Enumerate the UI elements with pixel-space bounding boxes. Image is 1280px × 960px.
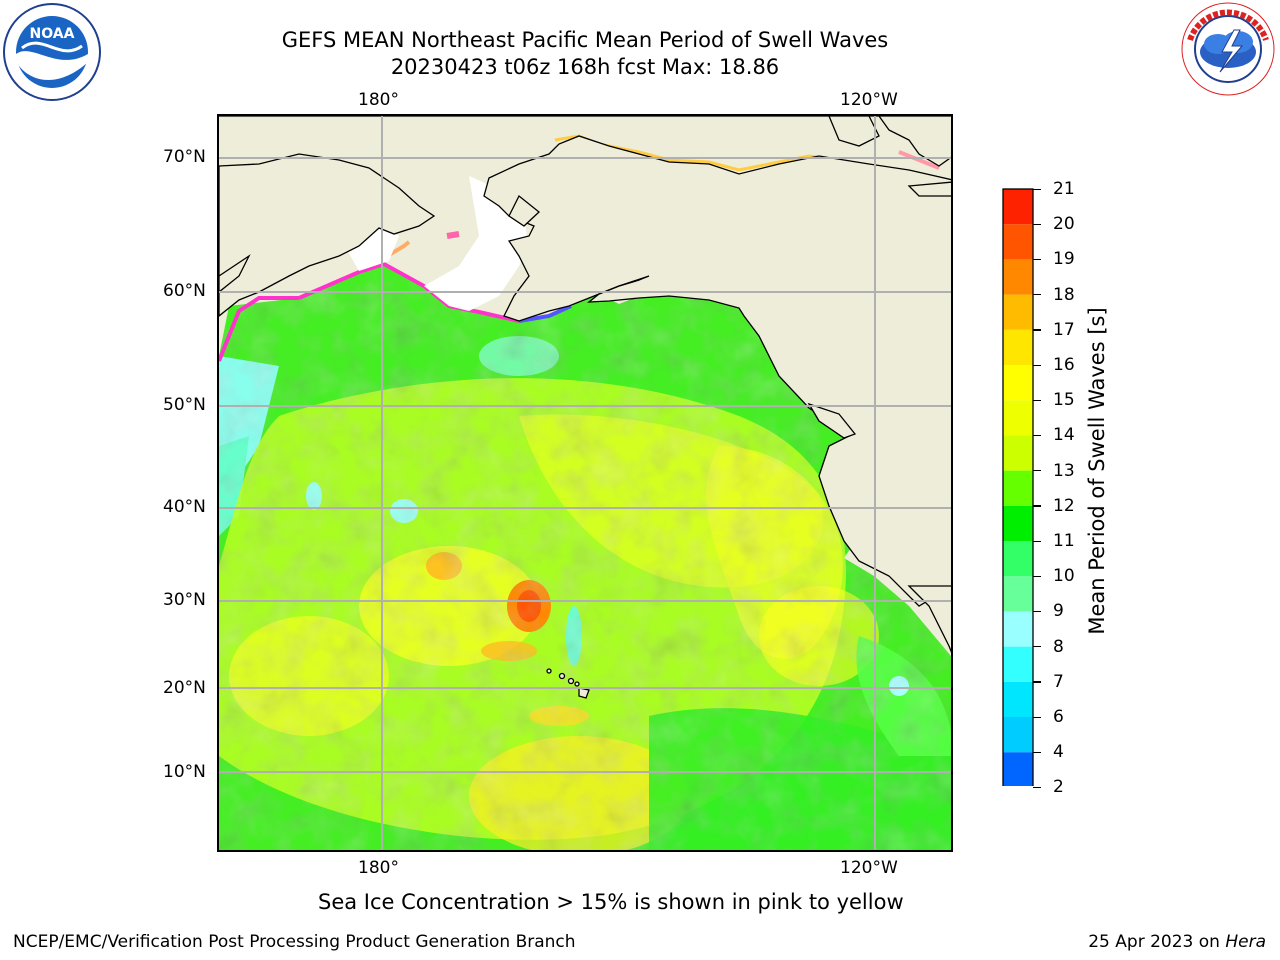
lat-label-40n: 40°N xyxy=(163,497,206,517)
colorbar-tick-label: 13 xyxy=(1053,460,1075,481)
colorbar-segment xyxy=(1003,681,1033,717)
colorbar-tick-label: 8 xyxy=(1053,636,1064,657)
colorbar-tick-mark xyxy=(1033,786,1041,789)
colorbar-tick-mark xyxy=(1033,470,1041,472)
colorbar-tick-label: 15 xyxy=(1053,390,1075,411)
colorbar-segment xyxy=(1003,646,1033,682)
colorbar-tick-label: 17 xyxy=(1053,319,1075,340)
colorbar-tick-mark xyxy=(1033,716,1041,718)
colorbar-tick-label: 21 xyxy=(1053,179,1075,199)
sea-ice-note: Sea Ice Concentration > 15% is shown in … xyxy=(318,890,904,914)
colorbar-segment xyxy=(1003,259,1033,295)
lat-label-70n: 70°N xyxy=(163,147,206,167)
colorbar-tick-label: 9 xyxy=(1053,601,1064,622)
nws-logo xyxy=(1178,0,1278,100)
lon-label-top-120w: 120°W xyxy=(840,90,898,110)
colorbar-tick-mark xyxy=(1033,751,1041,753)
colorbar-segment xyxy=(1003,189,1033,225)
colorbar-tick-mark xyxy=(1033,188,1041,190)
colorbar-tick-label: 2 xyxy=(1053,777,1064,798)
colorbar-tick-mark xyxy=(1033,258,1041,261)
colorbar-segment xyxy=(1003,435,1033,471)
colorbar-tick-mark xyxy=(1033,681,1041,683)
colorbar-tick-mark xyxy=(1033,399,1041,401)
colorbar-tick-label: 6 xyxy=(1053,707,1064,727)
lat-label-50n: 50°N xyxy=(163,395,206,415)
colorbar xyxy=(1000,186,1050,817)
lon-label-bottom-120w: 120°W xyxy=(840,858,898,878)
colorbar-tick-mark xyxy=(1033,294,1041,296)
colorbar-tick-mark xyxy=(1033,329,1041,331)
colorbar-segment xyxy=(1003,400,1033,436)
colorbar-tick-label: 20 xyxy=(1053,214,1075,235)
colorbar-tick-mark xyxy=(1033,434,1041,437)
colorbar-strip xyxy=(1001,188,1035,817)
colorbar-segment xyxy=(1003,294,1033,330)
noaa-logo-icon: NOAA xyxy=(3,3,101,101)
colorbar-tick-label: 11 xyxy=(1053,531,1075,551)
lat-label-10n: 10°N xyxy=(163,762,206,782)
nws-logo-icon xyxy=(1181,2,1275,96)
colorbar-tick-mark xyxy=(1033,223,1041,225)
colorbar-segment xyxy=(1003,470,1033,506)
footer-date: 25 Apr 2023 on Hera xyxy=(1088,932,1266,952)
lon-label-bottom-180: 180° xyxy=(358,858,399,878)
page-subtitle: 20230423 t06z 168h fcst Max: 18.86 xyxy=(390,55,780,79)
colorbar-tick-label: 7 xyxy=(1053,671,1064,692)
colorbar-tick-mark xyxy=(1033,575,1041,577)
colorbar-segment xyxy=(1003,752,1033,788)
lat-label-60n: 60°N xyxy=(163,281,206,301)
colorbar-segment xyxy=(1003,717,1033,753)
lon-label-top-180: 180° xyxy=(358,90,399,110)
footer-machine: Hera xyxy=(1225,932,1266,952)
map-panel xyxy=(217,114,953,852)
page-title: GEFS MEAN Northeast Pacific Mean Period … xyxy=(281,28,889,52)
colorbar-tick-label: 16 xyxy=(1053,355,1075,375)
noaa-logo: NOAA xyxy=(2,2,102,102)
colorbar-tick-label: 18 xyxy=(1053,284,1075,305)
colorbar-title: Mean Period of Swell Waves [s] xyxy=(1085,307,1109,635)
colorbar-segment xyxy=(1003,224,1033,260)
swell-period-map xyxy=(219,116,951,850)
lat-label-20n: 20°N xyxy=(163,678,206,698)
colorbar-tick-mark xyxy=(1033,364,1041,366)
gridlines xyxy=(219,116,951,850)
colorbar-tick-label: 10 xyxy=(1053,566,1075,587)
colorbar-tick-mark xyxy=(1033,540,1041,542)
colorbar-tick-label: 14 xyxy=(1053,425,1075,446)
colorbar-segment xyxy=(1003,329,1033,365)
colorbar-segment xyxy=(1003,505,1033,541)
colorbar-tick-label: 12 xyxy=(1053,495,1075,516)
footer-date-text: 25 Apr 2023 on xyxy=(1088,932,1220,952)
colorbar-segment xyxy=(1003,541,1033,577)
colorbar-tick-mark xyxy=(1033,505,1041,507)
colorbar-tick-label: 4 xyxy=(1053,742,1064,763)
colorbar-tick-mark xyxy=(1033,646,1041,648)
colorbar-segment xyxy=(1003,365,1033,401)
colorbar-segment xyxy=(1003,611,1033,647)
lat-label-30n: 30°N xyxy=(163,590,206,610)
colorbar-tick-label: 19 xyxy=(1053,249,1075,270)
svg-text:NOAA: NOAA xyxy=(30,26,75,42)
colorbar-segment xyxy=(1003,576,1033,612)
colorbar-tick-mark xyxy=(1033,610,1041,613)
footer-branch: NCEP/EMC/Verification Post Processing Pr… xyxy=(13,932,576,952)
land xyxy=(219,116,951,699)
